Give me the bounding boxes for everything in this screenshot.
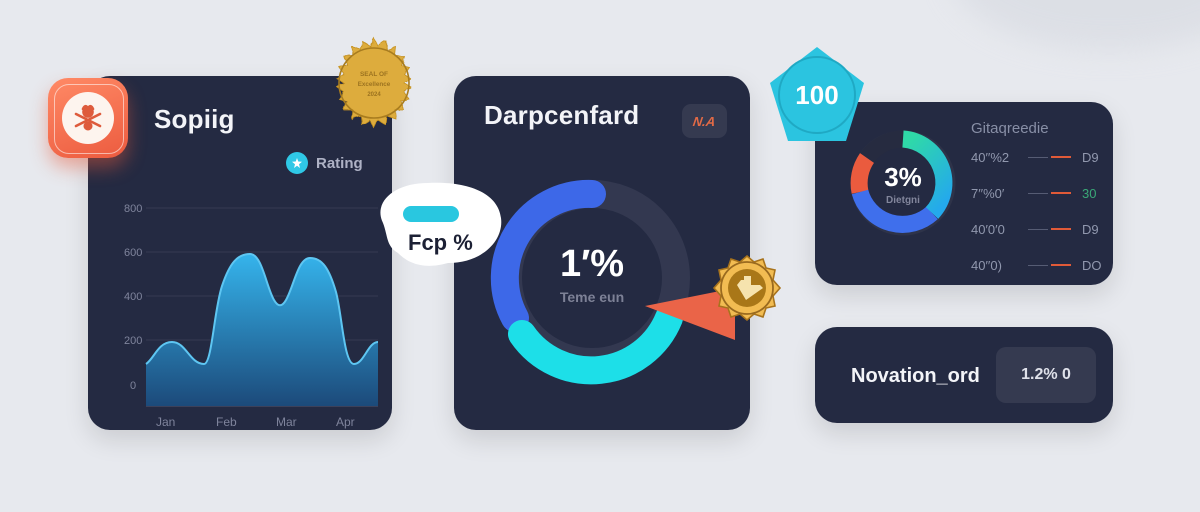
svg-text:Jan: Jan bbox=[156, 415, 175, 429]
svg-text:Feb: Feb bbox=[216, 415, 237, 429]
svg-text:Teme eun: Teme eun bbox=[560, 289, 624, 305]
svg-text:100: 100 bbox=[795, 80, 838, 110]
svg-text:200: 200 bbox=[124, 335, 142, 347]
svg-text:1′%: 1′% bbox=[560, 243, 624, 285]
svg-text:3%: 3% bbox=[884, 162, 922, 192]
svg-text:2024: 2024 bbox=[367, 92, 381, 98]
svg-text:800: 800 bbox=[124, 203, 142, 215]
svg-text:400: 400 bbox=[124, 291, 142, 303]
svg-text:Apr: Apr bbox=[336, 415, 355, 429]
svg-text:0: 0 bbox=[130, 380, 136, 392]
svg-text:Dietgni: Dietgni bbox=[886, 195, 920, 206]
svg-text:Fcp %: Fcp % bbox=[408, 230, 473, 255]
svg-text:600: 600 bbox=[124, 247, 142, 259]
svg-text:Mar: Mar bbox=[276, 415, 297, 429]
svg-text:Excellence: Excellence bbox=[358, 81, 391, 88]
svg-text:SEAL OF: SEAL OF bbox=[360, 71, 388, 78]
